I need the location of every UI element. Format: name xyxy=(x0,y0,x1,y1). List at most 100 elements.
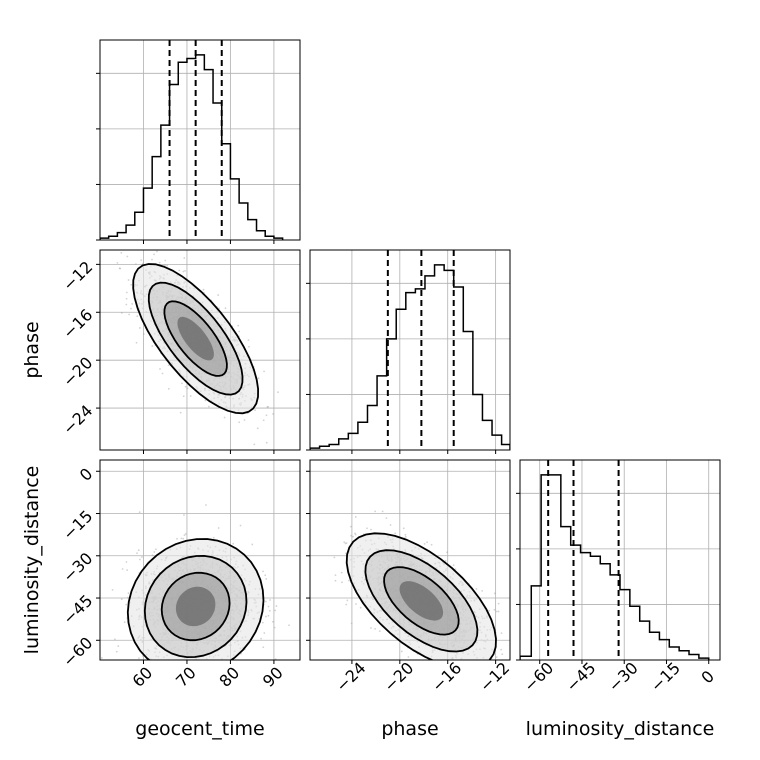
scatter-point xyxy=(253,443,256,446)
scatter-point xyxy=(157,675,159,677)
scatter-point xyxy=(262,419,265,422)
scatter-point xyxy=(263,632,266,634)
scatter-point xyxy=(262,646,265,649)
scatter-point xyxy=(189,689,191,691)
scatter-point xyxy=(140,259,143,262)
xtick-label: −30 xyxy=(605,658,642,695)
scatter-point xyxy=(153,662,155,664)
scatter-point xyxy=(350,525,352,528)
scatter-point xyxy=(334,574,337,577)
scatter-point xyxy=(268,609,271,612)
scatter-point xyxy=(181,382,183,385)
ytick-label: −24 xyxy=(59,401,96,438)
scatter-point xyxy=(157,676,159,678)
xlabel-phase: phase xyxy=(381,718,438,740)
scatter-point xyxy=(520,693,522,695)
scatter-point xyxy=(130,307,132,310)
scatter-point xyxy=(452,564,455,567)
scatter-point xyxy=(165,693,167,695)
scatter-point xyxy=(346,599,349,602)
scatter-point xyxy=(475,675,477,677)
scatter-point xyxy=(173,666,175,668)
scatter-point xyxy=(343,541,346,544)
ylabel-luminosity-distance: luminosity_distance xyxy=(21,466,43,655)
scatter-point xyxy=(205,504,207,506)
hist-panel-luminosity-distance: −60 −45 −30 −15 0 xyxy=(516,459,721,696)
xtick-label: 90 xyxy=(259,663,287,691)
scatter-point xyxy=(256,427,259,430)
scatter-point xyxy=(167,387,170,390)
scatter-point xyxy=(116,243,118,245)
scatter-point xyxy=(205,681,207,683)
scatter-point xyxy=(479,662,481,664)
scatter-point xyxy=(440,661,442,663)
scatter-point xyxy=(151,554,154,557)
panel-frame xyxy=(519,459,721,661)
scatter-point xyxy=(370,627,372,629)
scatter-point xyxy=(163,675,165,677)
scatter-point xyxy=(136,552,138,555)
scatter-point xyxy=(426,541,428,544)
scatter-point xyxy=(125,603,128,606)
scatter-point xyxy=(142,262,144,265)
scatter-point xyxy=(366,527,368,530)
scatter-point xyxy=(288,624,290,627)
scatter-point xyxy=(433,666,435,668)
scatter-point xyxy=(159,368,161,370)
scatter-point xyxy=(131,303,134,305)
scatter-point xyxy=(513,637,515,639)
scatter-point xyxy=(333,556,336,559)
scatter-point xyxy=(264,600,267,603)
scatter-point xyxy=(125,303,128,306)
ylabel-phase: phase xyxy=(21,321,43,378)
scatter-point xyxy=(184,269,186,272)
ytick-label: −12 xyxy=(59,257,96,294)
scatter-point xyxy=(238,330,241,333)
scatter-point xyxy=(183,257,186,259)
scatter-point xyxy=(136,315,139,318)
scatter-point xyxy=(370,528,372,531)
scatter-point xyxy=(434,661,436,663)
scatter-point xyxy=(444,559,447,562)
scatter-point xyxy=(277,391,279,394)
xtick-label: −45 xyxy=(562,658,599,695)
scatter-point xyxy=(164,264,166,267)
panel-luminosity-distance-vs-phase: −24 −20 −16 −12 xyxy=(306,459,522,696)
scatter-point xyxy=(267,614,270,617)
scatter-point xyxy=(334,579,337,582)
scatter-point xyxy=(182,270,185,273)
scatter-point xyxy=(427,670,429,672)
scatter-point xyxy=(166,264,169,267)
xlabel-geocent-time: geocent_time xyxy=(135,718,264,740)
scatter-point xyxy=(153,253,155,256)
scatter-point xyxy=(501,653,504,656)
scatter-point xyxy=(381,510,384,513)
scatter-point xyxy=(267,605,270,608)
scatter-point xyxy=(259,671,261,673)
scatter-point xyxy=(151,345,154,347)
scatter-point xyxy=(263,370,265,373)
scatter-point xyxy=(207,405,210,408)
scatter-point xyxy=(121,568,124,570)
xtick-label: −12 xyxy=(476,658,513,695)
scatter-point xyxy=(152,665,154,667)
scatter-point xyxy=(497,602,500,605)
scatter-point xyxy=(120,251,123,254)
scatter-point xyxy=(186,387,189,390)
scatter-point xyxy=(126,569,129,571)
scatter-point xyxy=(261,621,264,624)
scatter-point xyxy=(166,669,168,671)
scatter-point xyxy=(130,283,133,286)
scatter-point xyxy=(138,657,140,660)
scatter-point xyxy=(275,605,278,607)
hist-panel-geocent-time xyxy=(96,39,301,244)
scatter-point xyxy=(223,416,226,419)
scatter-point xyxy=(264,574,267,577)
density-contour xyxy=(175,586,216,627)
scatter-point xyxy=(345,603,348,606)
scatter-point xyxy=(488,609,491,612)
scatter-point xyxy=(269,599,271,601)
scatter-point xyxy=(430,660,432,662)
scatter-point xyxy=(104,235,106,237)
scatter-point xyxy=(202,288,205,291)
